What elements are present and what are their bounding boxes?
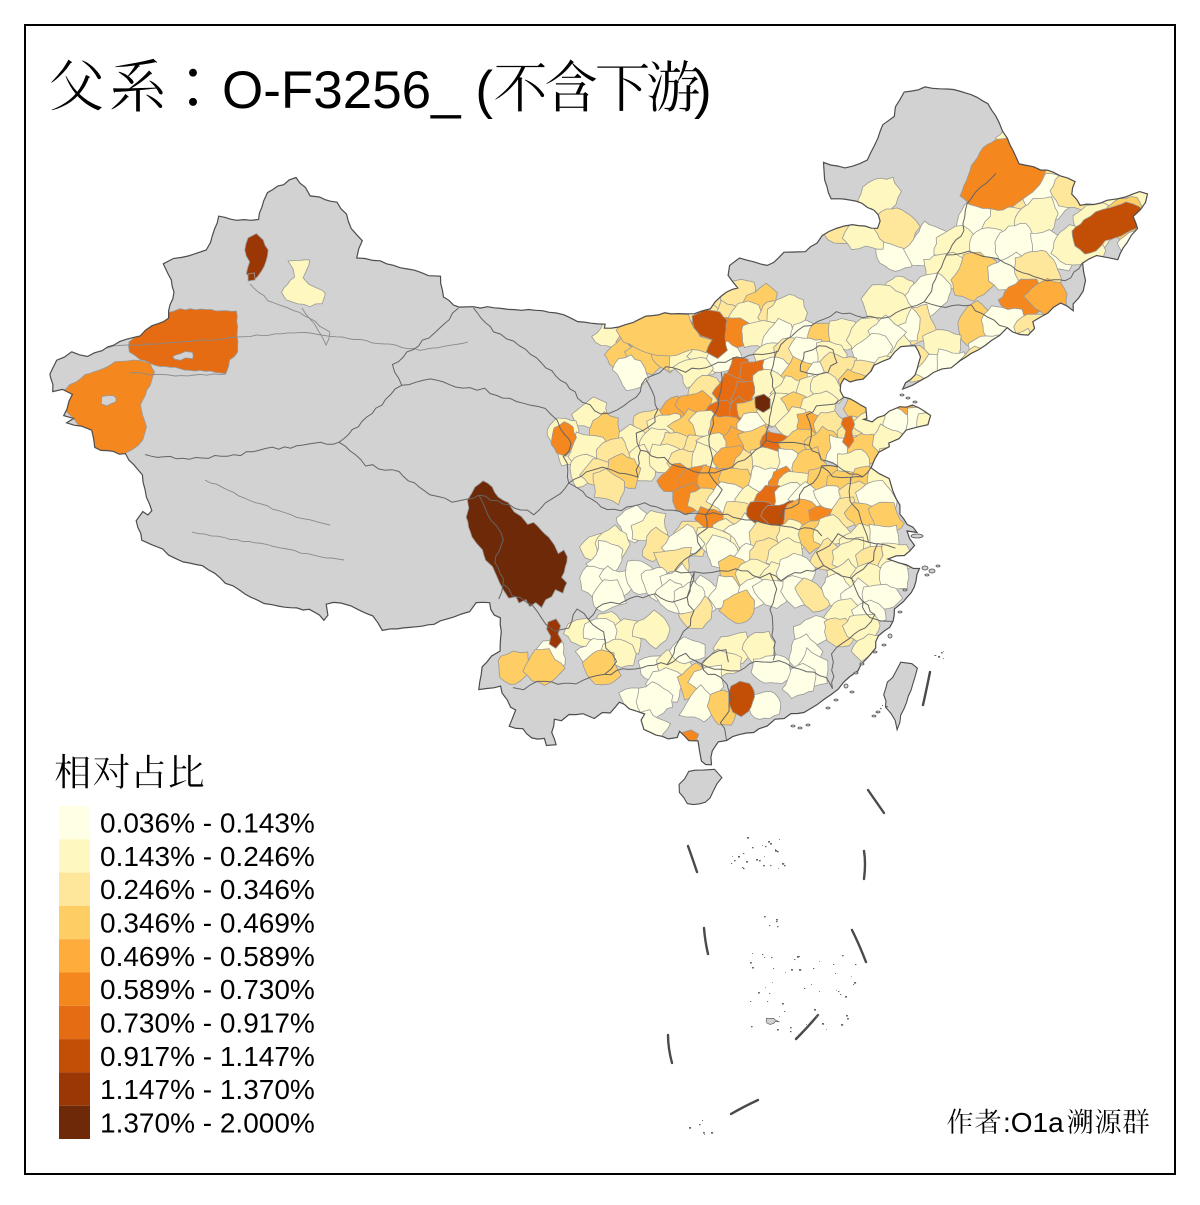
svg-text:0.589% - 0.730%: 0.589% - 0.730% (100, 974, 315, 1005)
svg-text:0.730% - 0.917%: 0.730% - 0.917% (100, 1007, 315, 1038)
svg-text:1.370% - 2.000%: 1.370% - 2.000% (100, 1107, 315, 1138)
svg-text:0.143% - 0.246%: 0.143% - 0.246% (100, 841, 315, 872)
svg-text:1.147% - 1.370%: 1.147% - 1.370% (100, 1074, 315, 1105)
svg-text:0.246% - 0.346%: 0.246% - 0.346% (100, 874, 315, 905)
svg-text:O-F3256_ (: O-F3256_ ( (222, 61, 493, 120)
svg-text:): ) (694, 61, 712, 120)
svg-text:0.036% - 0.143%: 0.036% - 0.143% (100, 808, 315, 839)
svg-text::O1a: :O1a (1003, 1107, 1064, 1138)
svg-text:0.469% - 0.589%: 0.469% - 0.589% (100, 941, 315, 972)
svg-text:0.346% - 0.469%: 0.346% - 0.469% (100, 908, 315, 939)
svg-text:0.917% - 1.147%: 0.917% - 1.147% (100, 1041, 315, 1072)
